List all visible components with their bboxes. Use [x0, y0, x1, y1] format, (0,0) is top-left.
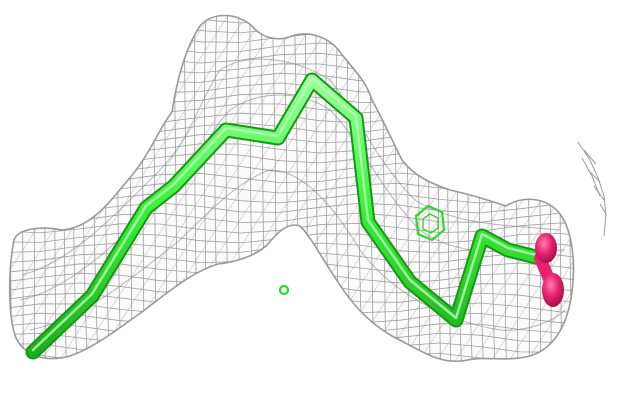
mesh-line — [463, 15, 574, 362]
mesh-line — [9, 15, 574, 24]
mesh-line — [481, 15, 574, 362]
aromatic-ring — [414, 204, 446, 242]
mesh-line — [391, 15, 574, 362]
mesh-line — [568, 15, 574, 362]
mesh-line — [9, 15, 13, 362]
mesh-line — [0, 3, 600, 13]
mesh-line — [9, 222, 574, 234]
stray-density-fragment — [577, 141, 607, 237]
mesh-line — [0, 383, 600, 393]
mesh-line — [9, 22, 574, 34]
mesh-line — [445, 15, 574, 362]
mesh-line — [0, 373, 600, 383]
mesh-line — [409, 15, 574, 362]
oxygen-atom — [542, 273, 564, 307]
stray-carbon-fragment — [278, 284, 290, 296]
mesh-line — [590, 0, 624, 403]
oxygen-atom — [535, 233, 557, 263]
ligand-stick-model — [25, 72, 564, 360]
mesh-line — [608, 0, 624, 403]
mesh-line — [571, 15, 574, 362]
mesh-line — [579, 0, 584, 403]
mesh-line — [557, 15, 563, 362]
mesh-line — [553, 15, 574, 362]
mesh-line — [499, 15, 574, 362]
oxygen-atoms — [534, 233, 564, 307]
carbon-chain-highlight — [31, 76, 542, 352]
mesh-line — [0, 393, 600, 403]
mesh-line — [0, 363, 600, 373]
mesh-line — [0, 0, 4, 403]
mesh-line — [49, 15, 311, 362]
